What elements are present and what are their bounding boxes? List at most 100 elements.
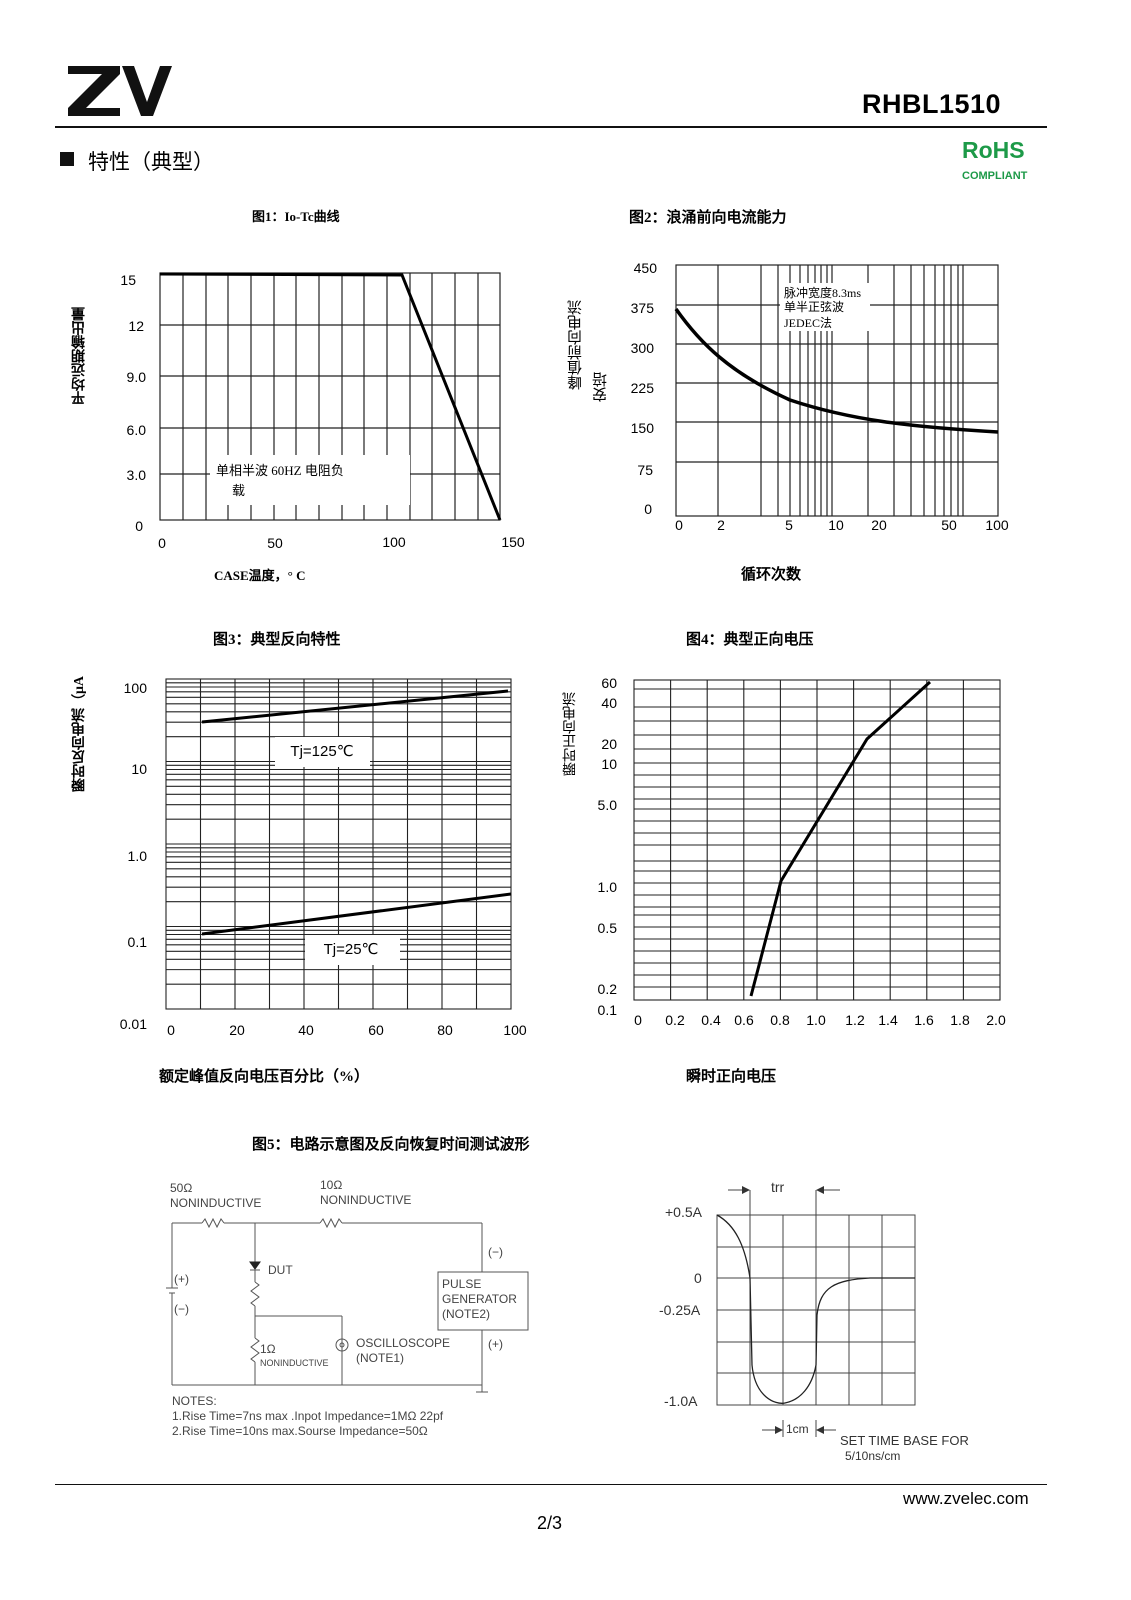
fig1-ytick-3: 3.0 (127, 467, 147, 483)
part-number: RHBL1510 (862, 89, 1002, 119)
fig2-ytick-75: 75 (637, 462, 653, 478)
fig3-xtick-0: 0 (167, 1022, 175, 1038)
fig3-xtick-40: 40 (298, 1022, 314, 1038)
fig1-ytick-15: 15 (120, 272, 136, 288)
fig2-xtick-100: 100 (985, 517, 1009, 533)
fig4-ytick-0.1: 0.1 (598, 1002, 618, 1018)
r50-noninductive: NONINDUCTIVE (170, 1196, 261, 1210)
fig3-ylabel: 瞬时反向电流（μA (72, 676, 87, 793)
fig4-xtick-1.0: 1.0 (806, 1012, 826, 1028)
fig2-xtick-50: 50 (941, 517, 957, 533)
fig4-ytick-10: 10 (601, 756, 617, 772)
note-1: 1.Rise Time=7ns max .Inpot Impedance=1MΩ… (172, 1409, 444, 1423)
fig4-curve (749, 680, 932, 997)
r10-noninductive: NONINDUCTIVE (320, 1193, 411, 1207)
circuit-diagram: 50Ω NONINDUCTIVE 10Ω NONINDUCTIVE DUT (+… (166, 1178, 529, 1438)
r50-value: 50Ω (170, 1181, 192, 1195)
fig2-ytick-300: 300 (631, 340, 655, 356)
fig4-ytick-60: 60 (601, 675, 617, 691)
r10-value: 10Ω (320, 1178, 342, 1192)
fig1-xlabel: CASE温度，° C (214, 568, 306, 583)
battery-minus: (−) (174, 1302, 189, 1316)
oscilloscope-2: (NOTE1) (356, 1351, 404, 1365)
fig2-ytick-375: 375 (631, 300, 655, 316)
fig1-xtick-50: 50 (267, 535, 283, 551)
fig2-note-2: 单半正弦波 (784, 299, 844, 314)
fig4-title: 图4：典型正向电压 (686, 632, 814, 648)
fig3-xtick-100: 100 (503, 1022, 527, 1038)
fig2-title: 图2：浪涌前向电流能力 (629, 210, 787, 226)
fig4-ytick-20: 20 (601, 736, 617, 752)
fig1-chart: 单相半波 60HZ 电阻负 载 15 12 9.0 6.0 3.0 0 0 50… (120, 272, 525, 551)
fig3-xtick-60: 60 (368, 1022, 384, 1038)
timebase-1: SET TIME BASE FOR (840, 1433, 969, 1448)
fig4-ytick-0.5: 0.5 (598, 920, 618, 936)
fig3-ytick-10: 10 (131, 761, 147, 777)
fig1-xtick-150: 150 (501, 534, 525, 550)
zv-logo (68, 66, 172, 116)
oscilloscope-1: OSCILLOSCOPE (356, 1336, 450, 1350)
fig2-ylabel-2: 安培 (593, 372, 609, 402)
fig3-chart: Tj=125℃ Tj=25℃ 100 10 1.0 0.1 0.01 0 20 … (120, 678, 527, 1038)
fig1-note-1: 单相半波 60HZ 电阻负 (216, 463, 344, 478)
fig4-chart: 60 40 20 10 5.0 1.0 0.5 0.2 0.1 0 0.2 0.… (598, 675, 1006, 1028)
fig4-xtick-0.6: 0.6 (734, 1012, 754, 1028)
r1-value: 1Ω (260, 1342, 276, 1356)
website: www.zvelec.com (903, 1489, 1029, 1508)
pulse-gen-3: (NOTE2) (442, 1307, 490, 1321)
fig1-ytick-0: 0 (135, 518, 143, 534)
level-minus-0.25: -0.25A (659, 1302, 701, 1318)
fig1-note-2: 载 (232, 483, 245, 498)
fig3-line-25 (201, 892, 512, 936)
fig4-ytick-5: 5.0 (598, 797, 618, 813)
fig4-xtick-1.4: 1.4 (878, 1012, 898, 1028)
fig4-ytick-1: 1.0 (598, 879, 618, 895)
fig5-title: 图5：电路示意图及反向恢复时间测试波形 (252, 1137, 530, 1153)
fig1-xtick-0: 0 (158, 535, 166, 551)
fig3-ytick-100: 100 (124, 680, 148, 696)
fig3-ytick-1: 1.0 (128, 848, 148, 864)
header-rule (55, 126, 1047, 128)
fig4-ytick-40: 40 (601, 695, 617, 711)
fig4-xtick-0: 0 (634, 1012, 642, 1028)
gen-plus: (+) (488, 1337, 503, 1351)
fig4-xtick-1.8: 1.8 (950, 1012, 970, 1028)
fig2-xtick-20: 20 (871, 517, 887, 533)
fig2-xtick-2: 2 (717, 517, 725, 533)
fig3-title: 图3：典型反向特性 (213, 632, 341, 648)
fig3-label-125: Tj=125℃ (290, 743, 353, 760)
fig4-xtick-2.0: 2.0 (986, 1012, 1006, 1028)
timebase-2: 5/10ns/cm (845, 1449, 900, 1463)
fig2-ytick-450: 450 (634, 260, 658, 276)
compliant-label: COMPLIANT (962, 170, 1028, 182)
fig1-ytick-12: 12 (128, 318, 144, 334)
fig1-ytick-9: 9.0 (127, 369, 147, 385)
section-bullet (60, 152, 74, 166)
fig3-line-125 (201, 689, 509, 724)
fig2-curve (674, 307, 999, 434)
fig2-ytick-0: 0 (644, 501, 652, 517)
dut-label: DUT (268, 1263, 293, 1277)
fig4-xtick-0.8: 0.8 (770, 1012, 790, 1028)
recovery-waveform (716, 1214, 915, 1404)
fig1-xtick-100: 100 (382, 534, 406, 550)
notes-title: NOTES: (172, 1394, 217, 1408)
fig3-xtick-80: 80 (437, 1022, 453, 1038)
fig4-xtick-0.4: 0.4 (701, 1012, 721, 1028)
fig4-xtick-1.2: 1.2 (845, 1012, 865, 1028)
fig2-ylabel-1: 峰值前向电流 (568, 300, 584, 390)
fig4-xtick-1.6: 1.6 (914, 1012, 934, 1028)
fig2-xtick-10: 10 (828, 517, 844, 533)
fig4-xlabel: 瞬时正向电压 (686, 1069, 777, 1085)
trr-label: trr (771, 1179, 785, 1195)
fig3-ytick-0.1: 0.1 (128, 934, 148, 950)
note-2: 2.Rise Time=10ns max.Sourse Impedance=50… (172, 1424, 428, 1438)
r1-noninductive: NONINDUCTIVE (260, 1358, 329, 1368)
footer-rule (55, 1484, 1047, 1485)
fig2-ytick-225: 225 (631, 380, 655, 396)
fig4-xtick-0.2: 0.2 (665, 1012, 685, 1028)
fig4-ylabel: 瞬时正向电流 (563, 692, 578, 776)
level-zero: 0 (694, 1270, 702, 1286)
fig3-label-25: Tj=25℃ (324, 941, 379, 958)
page-number: 2/3 (537, 1513, 563, 1533)
